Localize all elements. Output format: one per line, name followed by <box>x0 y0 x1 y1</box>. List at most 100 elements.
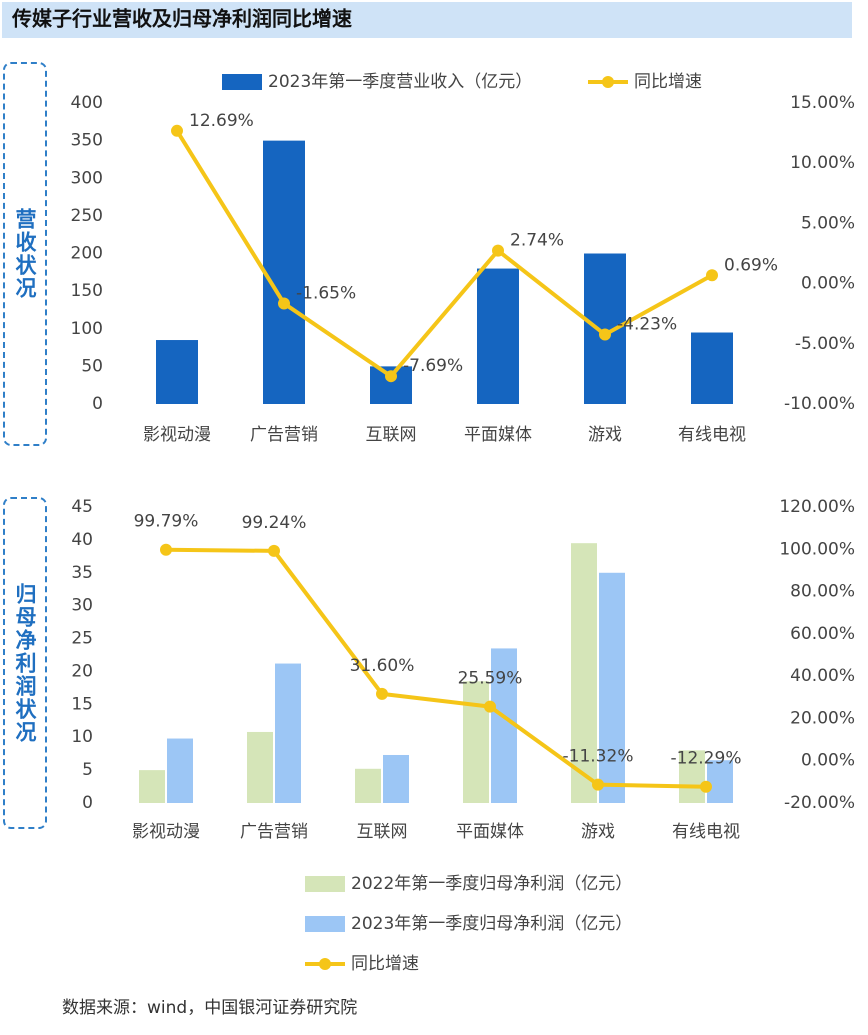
y-tick-label: 150 <box>71 281 103 301</box>
x-tick-label: 有线电视 <box>678 425 746 445</box>
line <box>165 547 707 789</box>
title-bar <box>2 2 852 38</box>
line-point <box>492 244 504 257</box>
legend-swatch <box>222 74 262 90</box>
x-tick-label: 游戏 <box>588 425 622 445</box>
legend-label: 2022年第一季度归母净利润（亿元） <box>351 874 632 894</box>
y-tick-label: 50 <box>81 356 103 376</box>
x-tick-label: 有线电视 <box>672 822 740 842</box>
bar <box>477 268 519 404</box>
line-point <box>376 687 388 700</box>
bar <box>275 663 301 803</box>
y-tick-label: 100 <box>71 319 103 339</box>
y-tick-label: 30 <box>71 596 93 616</box>
line-point <box>706 269 718 282</box>
line-point <box>599 328 611 341</box>
y-tick-label: 35 <box>71 563 93 583</box>
bar <box>491 648 517 803</box>
bar <box>139 770 165 803</box>
legend-swatch <box>319 958 331 970</box>
y-tick-label: 200 <box>71 244 103 264</box>
legend-swatch <box>305 876 345 892</box>
y2-tick-label: 60.00% <box>790 624 855 644</box>
legend-label: 同比增速 <box>351 954 419 974</box>
bar <box>571 543 597 803</box>
y2-tick-label: -10.00% <box>784 394 855 414</box>
y-tick-label: 45 <box>71 497 93 517</box>
y-tick-label: 25 <box>71 629 93 649</box>
data-label: 12.69% <box>189 111 254 131</box>
y-tick-label: 250 <box>71 206 103 226</box>
x-tick-label: 平面媒体 <box>464 425 532 445</box>
y-tick-label: 350 <box>71 131 103 151</box>
bar <box>383 754 409 803</box>
line-point <box>268 544 280 557</box>
y-tick-label: 40 <box>71 530 93 550</box>
data-label: -7.69% <box>403 356 463 376</box>
line <box>175 129 713 379</box>
data-label: -4.23% <box>617 315 677 335</box>
bar <box>355 768 381 803</box>
bar <box>599 572 625 803</box>
y-tick-label: 15 <box>71 694 93 714</box>
bar <box>167 738 193 803</box>
side-box: 营收状况 <box>3 62 47 446</box>
y2-tick-label: -5.00% <box>795 334 855 354</box>
y-tick-label: 10 <box>71 727 93 747</box>
y-tick-label: 0 <box>92 394 103 414</box>
line-point <box>592 778 604 791</box>
side-box: 归母净利润状况 <box>3 497 47 829</box>
y-tick-label: 400 <box>71 93 103 113</box>
y2-tick-label: 20.00% <box>790 708 855 728</box>
bar <box>247 731 273 803</box>
legend-label: 同比增速 <box>634 72 702 92</box>
y-tick-label: 300 <box>71 168 103 188</box>
page-title: 传媒子行业营收及归母净利润同比增速 <box>11 7 352 31</box>
bar <box>707 760 733 803</box>
legend-label: 2023年第一季度营业收入（亿元） <box>268 72 532 92</box>
data-label: 99.79% <box>134 512 199 532</box>
bar <box>679 750 705 803</box>
x-tick-label: 游戏 <box>581 822 615 842</box>
y2-tick-label: 10.00% <box>790 153 855 173</box>
line-point <box>278 297 290 310</box>
line-point <box>484 700 496 713</box>
line-point <box>385 370 397 383</box>
source: 数据来源：wind，中国银河证券研究院 <box>62 998 357 1018</box>
data-label: 31.60% <box>350 656 415 676</box>
y2-tick-label: 80.00% <box>790 582 855 602</box>
x-tick-label: 互联网 <box>366 425 417 445</box>
data-label: 2.74% <box>510 231 564 251</box>
data-label: -12.29% <box>671 749 742 769</box>
bar <box>156 340 198 404</box>
bar <box>263 140 305 404</box>
x-tick-label: 影视动漫 <box>132 822 200 842</box>
line-point <box>160 543 172 556</box>
side-label: 归母净利润状况 <box>13 582 37 744</box>
y2-tick-label: -20.00% <box>784 793 855 813</box>
y2-tick-label: 5.00% <box>801 213 855 233</box>
legend-label: 2023年第一季度归母净利润（亿元） <box>351 914 632 934</box>
line-point <box>171 124 183 137</box>
y2-tick-label: 120.00% <box>779 497 855 517</box>
side-label: 营收状况 <box>13 208 37 300</box>
x-tick-label: 广告营销 <box>240 822 308 842</box>
y2-tick-label: 0.00% <box>801 751 855 771</box>
bar <box>691 332 733 404</box>
data-label: 0.69% <box>724 255 778 275</box>
data-label: -1.65% <box>296 283 356 303</box>
x-tick-label: 影视动漫 <box>143 425 211 445</box>
legend-swatch <box>602 76 614 88</box>
y-tick-label: 5 <box>82 760 93 780</box>
data-label: -11.32% <box>563 747 634 767</box>
y-tick-label: 0 <box>82 793 93 813</box>
y-tick-label: 20 <box>71 661 93 681</box>
y2-tick-label: 100.00% <box>779 539 855 559</box>
x-tick-label: 广告营销 <box>250 425 318 445</box>
data-label: 99.24% <box>242 513 307 533</box>
data-label: 25.59% <box>458 669 523 689</box>
y2-tick-label: 40.00% <box>790 666 855 686</box>
y2-tick-label: 0.00% <box>801 274 855 294</box>
